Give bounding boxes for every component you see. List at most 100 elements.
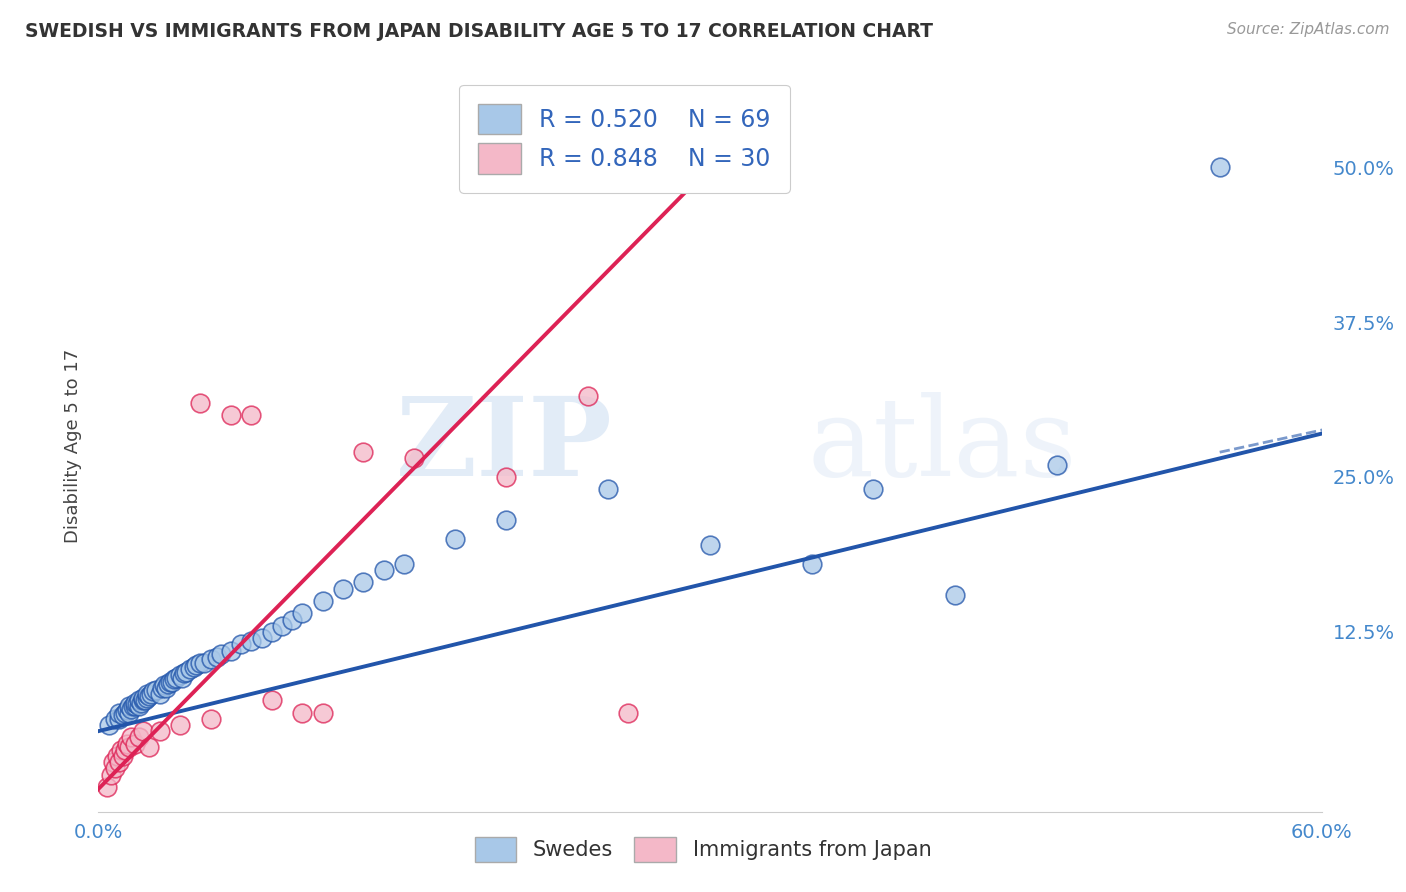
Point	[219, 408, 242, 422]
Point	[115, 703, 138, 717]
Point	[118, 706, 141, 720]
Point	[219, 643, 242, 657]
Point	[120, 731, 142, 745]
Point	[205, 649, 228, 664]
Point	[598, 483, 620, 497]
Point	[128, 731, 150, 745]
Point	[699, 538, 721, 552]
Point	[240, 633, 263, 648]
Text: ZIP: ZIP	[395, 392, 612, 500]
Point	[231, 637, 253, 651]
Point	[312, 594, 335, 608]
Point	[186, 658, 208, 673]
Point	[209, 647, 232, 661]
Text: atlas: atlas	[808, 392, 1077, 500]
Point	[108, 706, 131, 720]
Point	[862, 483, 884, 497]
Point	[129, 696, 152, 710]
Point	[188, 656, 212, 670]
Point	[132, 693, 155, 707]
Point	[179, 662, 201, 676]
Point	[163, 672, 186, 686]
Point	[332, 582, 354, 596]
Point	[1209, 160, 1232, 174]
Point	[114, 743, 136, 757]
Point	[159, 674, 181, 689]
Point	[240, 408, 263, 422]
Point	[160, 674, 183, 689]
Point	[495, 513, 517, 527]
Point	[115, 737, 138, 751]
Point	[200, 652, 222, 666]
Point	[132, 724, 155, 739]
Point	[193, 656, 215, 670]
Point	[260, 693, 283, 707]
Point	[155, 681, 177, 695]
Point	[392, 557, 416, 571]
Point	[943, 588, 966, 602]
Legend: R = 0.520    N = 69, R = 0.848    N = 30: R = 0.520 N = 69, R = 0.848 N = 30	[460, 85, 790, 193]
Point	[111, 708, 134, 723]
Point	[136, 687, 159, 701]
Point	[100, 767, 122, 781]
Point	[495, 470, 517, 484]
Point	[124, 737, 146, 751]
Point	[138, 740, 160, 755]
Point	[183, 659, 205, 673]
Point	[170, 671, 193, 685]
Point	[114, 706, 136, 720]
Point	[291, 706, 314, 720]
Point	[352, 445, 374, 459]
Point	[270, 619, 294, 633]
Point	[173, 665, 195, 680]
Point	[165, 671, 187, 685]
Point	[96, 780, 118, 794]
Point	[132, 690, 155, 705]
Point	[118, 740, 141, 755]
Point	[617, 706, 640, 720]
Point	[141, 687, 163, 701]
Point	[127, 697, 149, 711]
Point	[108, 712, 131, 726]
Point	[124, 699, 146, 714]
Point	[156, 677, 179, 691]
Point	[200, 712, 222, 726]
Point	[444, 532, 467, 546]
Point	[145, 683, 167, 698]
Point	[1045, 458, 1069, 472]
Point	[174, 665, 197, 679]
Point	[352, 575, 374, 590]
Point	[576, 389, 599, 403]
Legend: Swedes, Immigrants from Japan: Swedes, Immigrants from Japan	[464, 826, 942, 872]
Text: Source: ZipAtlas.com: Source: ZipAtlas.com	[1226, 22, 1389, 37]
Point	[104, 712, 127, 726]
Point	[150, 681, 173, 695]
Point	[152, 678, 174, 692]
Point	[169, 668, 191, 682]
Point	[142, 684, 165, 698]
Point	[281, 613, 304, 627]
Point	[260, 624, 283, 639]
Point	[110, 743, 132, 757]
Point	[250, 631, 273, 645]
Point	[97, 718, 120, 732]
Point	[104, 761, 127, 775]
Point	[188, 395, 212, 409]
Point	[404, 451, 426, 466]
Point	[312, 706, 335, 720]
Point	[801, 557, 824, 571]
Point	[149, 687, 172, 701]
Point	[128, 693, 150, 707]
Point	[136, 690, 159, 705]
Point	[134, 693, 156, 707]
Point	[124, 696, 146, 710]
Point	[138, 690, 160, 704]
Point	[169, 718, 191, 732]
Point	[111, 748, 134, 763]
Point	[105, 748, 128, 763]
Point	[118, 699, 141, 714]
Point	[108, 755, 131, 769]
Point	[373, 563, 395, 577]
Point	[101, 755, 124, 769]
Point	[120, 702, 142, 716]
